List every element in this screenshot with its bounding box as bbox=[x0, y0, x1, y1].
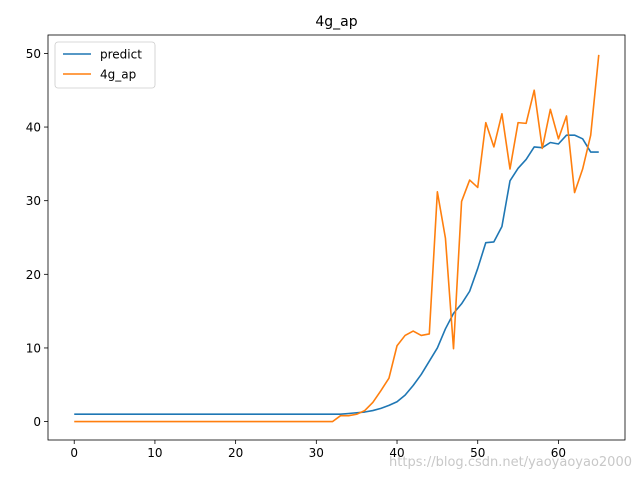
y-tick-label: 30 bbox=[26, 194, 41, 208]
x-tick-label: 10 bbox=[147, 446, 162, 460]
x-tick-label: 60 bbox=[551, 446, 566, 460]
y-axis: 0 10 20 30 40 50 bbox=[26, 47, 48, 429]
legend-label-4g_ap: 4g_ap bbox=[100, 68, 136, 82]
x-tick-label: 40 bbox=[389, 446, 404, 460]
x-tick-label: 0 bbox=[70, 446, 78, 460]
y-tick-label: 20 bbox=[26, 268, 41, 282]
x-tick-label: 30 bbox=[309, 446, 324, 460]
x-tick-label: 50 bbox=[470, 446, 485, 460]
series-layer bbox=[74, 54, 600, 423]
plot-frame bbox=[47, 34, 626, 441]
y-tick-label: 0 bbox=[33, 415, 41, 429]
x-axis: 0 10 20 30 40 50 60 bbox=[70, 440, 566, 460]
chart-title: 4g_ap bbox=[315, 14, 357, 30]
legend: predict 4g_ap bbox=[54, 41, 156, 89]
series-line-predict bbox=[74, 134, 599, 416]
y-tick-label: 10 bbox=[26, 341, 41, 355]
watermark-text: https://blog.csdn.net/yaoyaoyao2000 bbox=[389, 455, 632, 470]
y-tick-label: 40 bbox=[26, 121, 41, 135]
legend-label-predict: predict bbox=[100, 48, 142, 62]
y-tick-label: 50 bbox=[26, 47, 41, 61]
x-tick-label: 20 bbox=[228, 446, 243, 460]
series-line-4g_ap bbox=[74, 54, 600, 423]
